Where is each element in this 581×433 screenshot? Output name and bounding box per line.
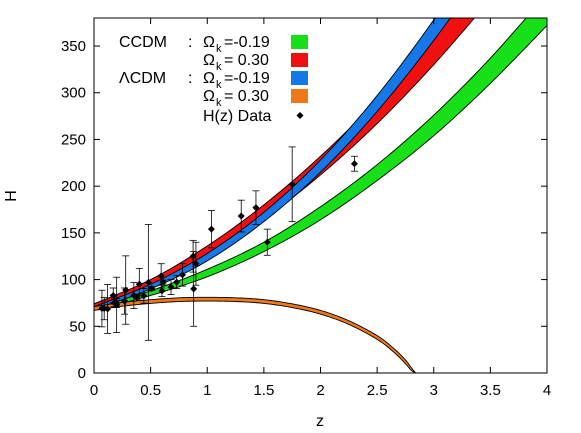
data-marker <box>122 286 130 294</box>
x-tick-label: 4 <box>543 382 551 399</box>
legend-omega-sub-3: k <box>216 79 222 91</box>
data-marker <box>173 278 181 286</box>
data-point <box>252 190 260 225</box>
x-tick-label: 0.5 <box>140 382 161 399</box>
data-marker <box>140 292 148 300</box>
band-1 <box>94 18 547 311</box>
data-marker <box>207 225 215 233</box>
data-point <box>288 146 296 223</box>
legend-lcdm-sep: : <box>188 70 192 87</box>
legend-swatch-2 <box>291 53 308 67</box>
data-marker <box>288 180 296 188</box>
data-marker <box>159 278 167 286</box>
data-marker <box>133 293 141 301</box>
legend-ccdm-prefix: CCDM <box>119 34 167 51</box>
bands-layer <box>94 18 547 373</box>
data-marker <box>189 252 197 260</box>
data-point <box>159 278 167 286</box>
data-marker <box>144 278 152 286</box>
data-point <box>192 241 200 286</box>
data-marker <box>121 297 129 305</box>
data-marker <box>148 285 156 293</box>
legend-omega-sub-4: k <box>216 97 222 109</box>
data-point <box>113 276 121 333</box>
axes-layer: 0 0.5 1 1.5 2 2.5 3 3.5 4 0 50 100 150 200 250 300 350 <box>61 18 551 399</box>
x-tick-label: 2 <box>316 382 324 399</box>
band-3 <box>94 18 451 310</box>
legend-lcdm-prefix: ΛCDM <box>119 70 166 87</box>
legend-omega-sub-1: k <box>216 43 222 55</box>
data-marker <box>178 271 186 279</box>
data-marker <box>158 287 166 295</box>
legend-omega-4: Ω <box>203 88 215 105</box>
x-axis-label: z <box>316 413 324 430</box>
legend-value-1: =-0.19 <box>224 34 270 51</box>
legend-omega-2: Ω <box>203 52 215 69</box>
data-point <box>148 285 156 293</box>
data-marker <box>252 204 260 212</box>
y-tick-label: 150 <box>61 225 86 242</box>
data-marker <box>350 160 358 168</box>
data-marker <box>109 291 117 299</box>
y-tick-label: 200 <box>61 178 86 195</box>
data-marker <box>104 305 112 313</box>
legend-ccdm-sep: : <box>188 34 192 51</box>
legend-omega-3: Ω <box>203 70 215 87</box>
legend-omega-1: Ω <box>203 34 215 51</box>
data-marker <box>157 272 165 280</box>
data-point <box>122 255 130 325</box>
data-point <box>207 210 215 249</box>
legend-swatch-1 <box>291 35 308 49</box>
data-marker <box>135 280 143 288</box>
legend-value-4: = 0.30 <box>224 88 269 105</box>
y-tick-label: 300 <box>61 85 86 102</box>
data-point <box>263 228 271 256</box>
y-axis-label: H <box>3 190 20 202</box>
band-4 <box>94 296 416 373</box>
x-tick-label: 1 <box>203 382 211 399</box>
data-point <box>189 239 197 273</box>
y-tick-label: 100 <box>61 272 86 289</box>
legend-data-label: H(z) Data <box>203 108 272 125</box>
data-point <box>109 287 117 304</box>
y-tick-label: 50 <box>69 318 86 335</box>
data-marker <box>113 301 121 309</box>
x-tick-label: 2.5 <box>367 382 388 399</box>
x-tick-label: 3 <box>430 382 438 399</box>
legend-omega-sub-2: k <box>216 61 222 73</box>
data-marker <box>190 285 198 293</box>
data-point <box>135 267 143 301</box>
data-point <box>158 284 166 297</box>
data-point <box>178 263 186 287</box>
legend-value-2: = 0.30 <box>224 52 269 69</box>
data-marker <box>167 283 175 291</box>
data-point <box>173 275 181 290</box>
hz-data-layer <box>98 146 358 341</box>
x-tick-label: 0 <box>90 382 98 399</box>
data-marker <box>192 260 200 268</box>
y-tick-label: 350 <box>61 38 86 55</box>
legend-value-3: =-0.19 <box>224 70 270 87</box>
data-point <box>167 279 175 295</box>
y-tick-label: 0 <box>78 365 86 382</box>
data-point <box>144 224 152 341</box>
data-marker <box>237 212 245 220</box>
data-point <box>350 155 358 172</box>
legend-swatch-4 <box>291 89 308 103</box>
legend-data-marker <box>296 112 304 119</box>
data-point <box>104 284 112 334</box>
data-point <box>237 199 245 233</box>
y-tick-label: 250 <box>61 131 86 148</box>
x-tick-label: 1.5 <box>253 382 274 399</box>
legend: CCDM : ΛCDM : Ω k =-0.19 Ω k = 0.30 Ω k … <box>119 34 308 125</box>
data-marker <box>263 238 271 246</box>
x-tick-label: 3.5 <box>480 382 501 399</box>
legend-swatch-3 <box>291 71 308 85</box>
data-point <box>140 288 148 304</box>
